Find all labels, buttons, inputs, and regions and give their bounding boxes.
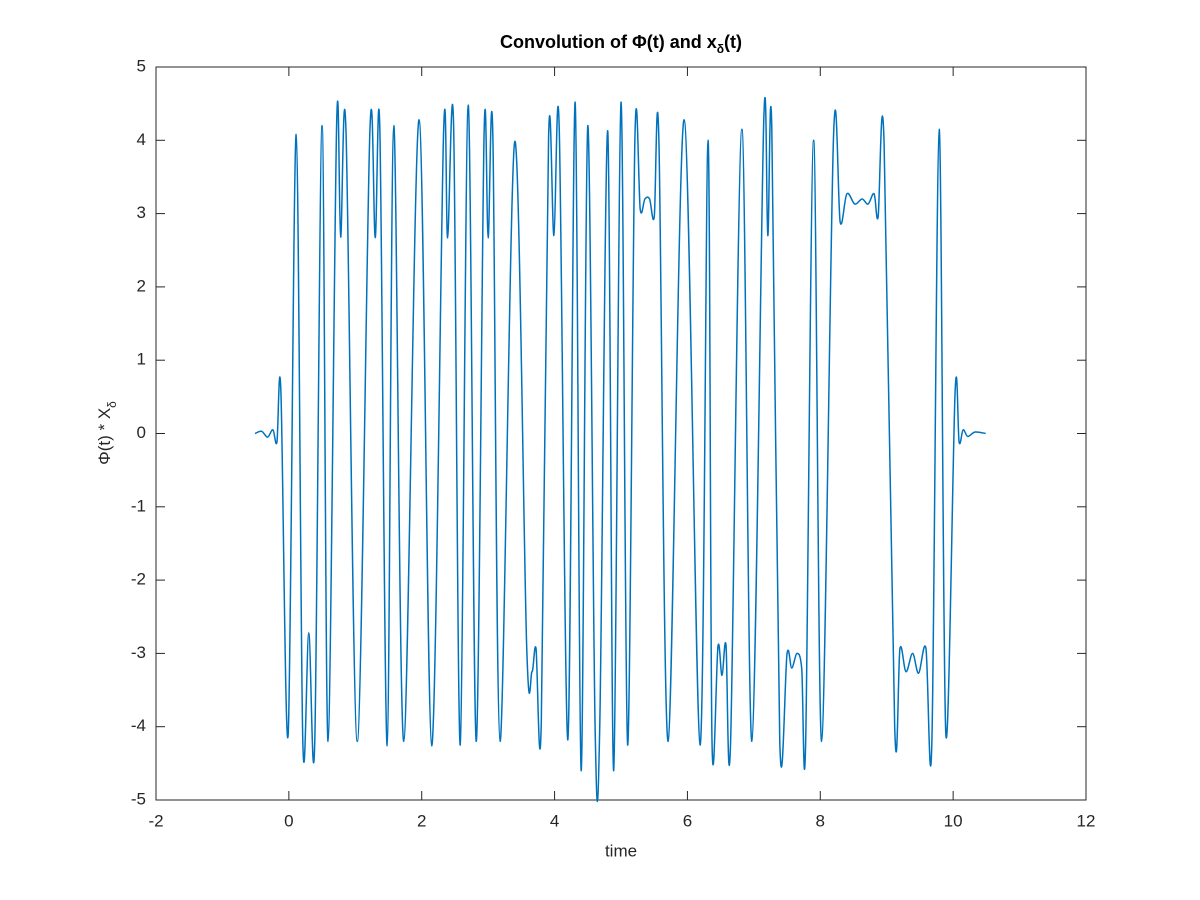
x-tick-label: -2 xyxy=(148,811,163,830)
title-subscript: δ xyxy=(717,42,724,56)
x-tick-label: 10 xyxy=(944,811,963,830)
y-tick-label: -1 xyxy=(131,496,146,515)
y-tick-label: 1 xyxy=(137,350,146,369)
x-tick-label: 12 xyxy=(1077,811,1096,830)
y-tick-label: 0 xyxy=(137,423,146,442)
chart-title: Convolution of Φ(t) and xδ(t) xyxy=(500,32,742,56)
title-text: (t) xyxy=(724,32,742,52)
title-text: Convolution of Φ(t) and x xyxy=(500,32,717,52)
y-tick-label: 3 xyxy=(137,203,146,222)
data-line xyxy=(254,96,986,802)
y-label-subscript: δ xyxy=(105,401,119,408)
x-tick-label: 4 xyxy=(550,811,559,830)
y-tick-label: -3 xyxy=(131,643,146,662)
y-tick-label: 5 xyxy=(137,56,146,75)
y-tick-label: -4 xyxy=(131,716,146,735)
y-tick-label: 4 xyxy=(137,130,146,149)
x-tick-label: 8 xyxy=(816,811,825,830)
x-tick-label: 2 xyxy=(417,811,426,830)
y-axis-label: Φ(t) * Xδ xyxy=(95,401,119,465)
y-tick-label: -2 xyxy=(131,570,146,589)
y-label-text: Φ(t) * X xyxy=(95,408,114,465)
x-tick-label: 6 xyxy=(683,811,692,830)
x-tick-label: 0 xyxy=(284,811,293,830)
y-tick-label: 2 xyxy=(137,276,146,295)
y-tick-label: -5 xyxy=(131,789,146,808)
x-axis-label: time xyxy=(605,841,637,860)
